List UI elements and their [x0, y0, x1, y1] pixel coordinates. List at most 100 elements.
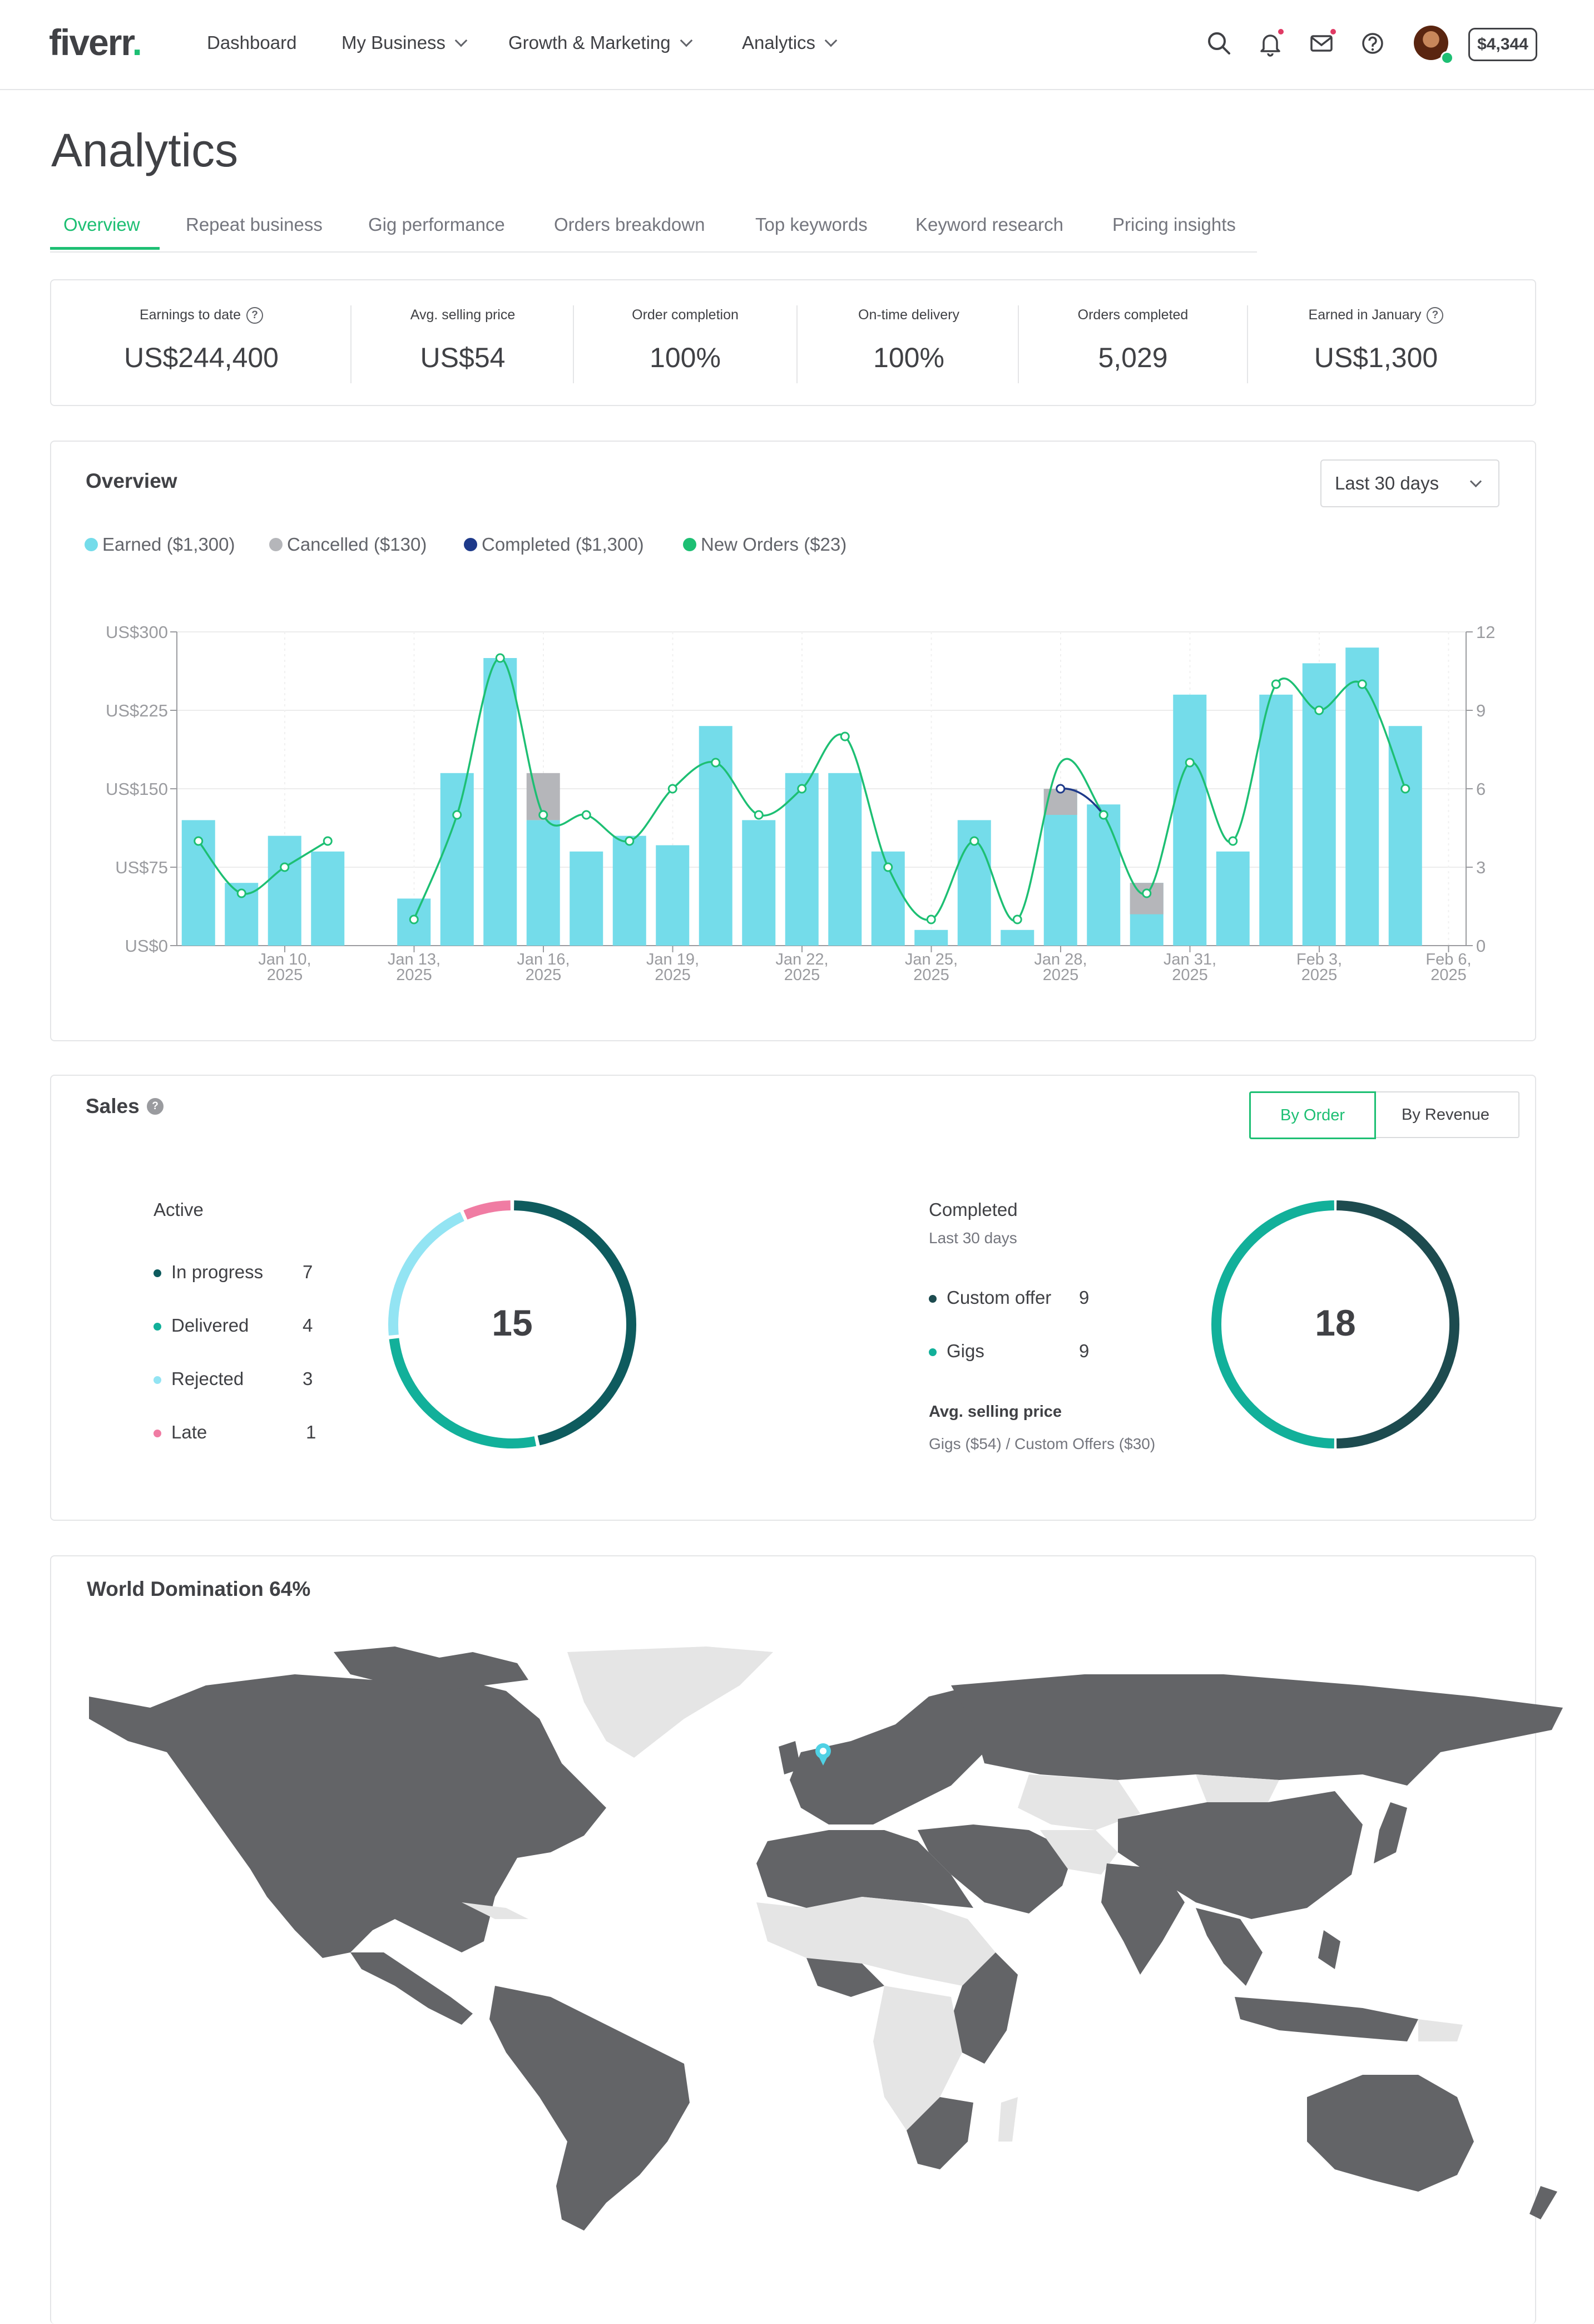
sales-card	[50, 1075, 1536, 1521]
date-range-value: Last 30 days	[1335, 473, 1439, 493]
legend-earned[interactable]: Earned ($1,300)	[85, 534, 235, 555]
divider	[350, 305, 352, 383]
custom-offer-label: Custom offer	[947, 1287, 1052, 1308]
search-icon[interactable]	[1205, 29, 1234, 58]
map-region-north-africa	[756, 1830, 973, 1908]
tab-orders-breakdown[interactable]: Orders breakdown	[554, 214, 705, 235]
new-orders-point	[1400, 784, 1410, 794]
bullet	[154, 1269, 161, 1277]
nav-my-business[interactable]: My Business	[341, 32, 468, 53]
help-icon[interactable]: ?	[147, 1098, 164, 1115]
earned-bar	[483, 658, 517, 946]
nav-growth-marketing[interactable]: Growth & Marketing	[508, 32, 692, 53]
new-orders-point	[452, 810, 462, 820]
new-orders-point	[495, 653, 505, 663]
gigs-label: Gigs	[947, 1341, 984, 1361]
map-region-iran	[1040, 1830, 1118, 1875]
donut-segment-custom-offer	[1336, 1200, 1459, 1448]
donut-segment-rejected	[388, 1212, 464, 1336]
nav-dashboard[interactable]: Dashboard	[207, 32, 297, 53]
earned-bar	[570, 851, 603, 946]
tab-keyword-research[interactable]: Keyword research	[915, 214, 1063, 235]
help-icon[interactable]	[1358, 29, 1387, 58]
delivered-count: 4	[303, 1315, 313, 1336]
tab-gig-performance[interactable]: Gig performance	[368, 214, 505, 235]
new-orders-point	[1357, 679, 1367, 689]
map-region-southern-africa	[907, 2097, 973, 2169]
bell-icon[interactable]	[1256, 29, 1285, 58]
stat-orders-completed: Orders completed 5,029	[1019, 280, 1247, 405]
legend-cancelled[interactable]: Cancelled ($130)	[269, 534, 427, 555]
new-orders-point	[840, 731, 850, 741]
world-domination-title: World Domination 64%	[87, 1578, 311, 1600]
page-title: Analytics	[51, 124, 239, 176]
legend-swatch	[683, 538, 696, 551]
message-dot	[1330, 29, 1336, 34]
map-region-east-asia	[1118, 1791, 1363, 1919]
stats-card: Earnings to date? US$244,400 Avg. sellin…	[50, 279, 1536, 406]
x-tick-label: Jan 31,	[1164, 951, 1216, 968]
avg-selling-price-title: Avg. selling price	[929, 1403, 1062, 1421]
x-tick-label: 2025	[1172, 966, 1208, 984]
earned-bar	[268, 835, 301, 946]
earned-bar	[742, 820, 776, 946]
new-orders-point	[1142, 888, 1152, 898]
donut-segment-late	[463, 1200, 511, 1220]
tab-repeat-business[interactable]: Repeat business	[186, 214, 323, 235]
stat-value: US$1,300	[1314, 342, 1438, 373]
legend-new-orders[interactable]: New Orders ($23)	[683, 534, 846, 555]
stat-earnings-to-date: Earnings to date? US$244,400	[51, 280, 352, 405]
new-orders-point	[1314, 705, 1324, 715]
new-orders-point	[625, 836, 635, 846]
earned-bar	[656, 845, 690, 946]
overview-title: Overview	[86, 469, 177, 492]
new-orders-point	[797, 784, 807, 794]
x-tick-label: Jan 10,	[258, 951, 311, 968]
tab-pricing-insights[interactable]: Pricing insights	[1112, 214, 1236, 235]
sales-title: Sales	[86, 1095, 140, 1118]
legend-completed[interactable]: Completed ($1,300)	[464, 534, 644, 555]
earned-bar	[914, 929, 948, 946]
x-tick-label: 2025	[913, 966, 949, 984]
mail-icon[interactable]	[1307, 29, 1336, 58]
map-region-sahel	[756, 1897, 996, 1986]
active-total: 15	[492, 1302, 533, 1343]
map-region-philippines	[1318, 1930, 1340, 1969]
stat-value: 100%	[873, 342, 944, 373]
date-range-dropdown[interactable]: Last 30 days	[1320, 459, 1499, 507]
earned-bar	[526, 820, 560, 946]
fiverr-logo[interactable]: fiverr.	[49, 22, 142, 63]
map-region-central-africa	[873, 1986, 962, 2130]
new-orders-line	[413, 657, 1407, 922]
earned-bar	[1259, 694, 1293, 946]
legend-swatch	[269, 538, 283, 551]
stat-label: Orders completed	[1077, 307, 1189, 323]
map-region-greenland	[567, 1646, 773, 1758]
tab-overview[interactable]: Overview	[63, 214, 140, 235]
x-tick-label: 2025	[784, 966, 820, 984]
late-count: 1	[306, 1422, 316, 1442]
new-orders-line	[197, 840, 329, 895]
earned-bar	[1388, 726, 1422, 946]
nav-analytics[interactable]: Analytics	[742, 32, 838, 53]
map-region-east-africa	[951, 1952, 1018, 2064]
map-region-new-zealand	[1529, 2186, 1557, 2219]
tab-top-keywords[interactable]: Top keywords	[755, 214, 868, 235]
new-orders-point	[1185, 758, 1195, 768]
x-tick-label: Jan 13,	[388, 951, 440, 968]
stat-value: 100%	[650, 342, 721, 373]
y-right-tick-label: 6	[1476, 779, 1486, 799]
map-region-arctic-islands	[334, 1646, 528, 1691]
completed-point	[1056, 784, 1066, 794]
top-header: fiverr. Dashboard My Business Growth & M…	[0, 0, 1594, 90]
by-revenue-toggle[interactable]: By Revenue	[1372, 1091, 1519, 1138]
map-region-mongolia	[1196, 1774, 1279, 1802]
map-region-south-america	[489, 1986, 690, 2231]
by-order-toggle[interactable]: By Order	[1249, 1091, 1376, 1139]
help-icon[interactable]: ?	[246, 307, 264, 324]
y-left-tick-label: US$150	[106, 779, 168, 799]
balance-badge[interactable]: $4,344	[1468, 28, 1537, 61]
help-icon[interactable]: ?	[1427, 307, 1444, 324]
x-tick-label: 2025	[267, 966, 303, 984]
online-status-dot	[1440, 51, 1454, 65]
